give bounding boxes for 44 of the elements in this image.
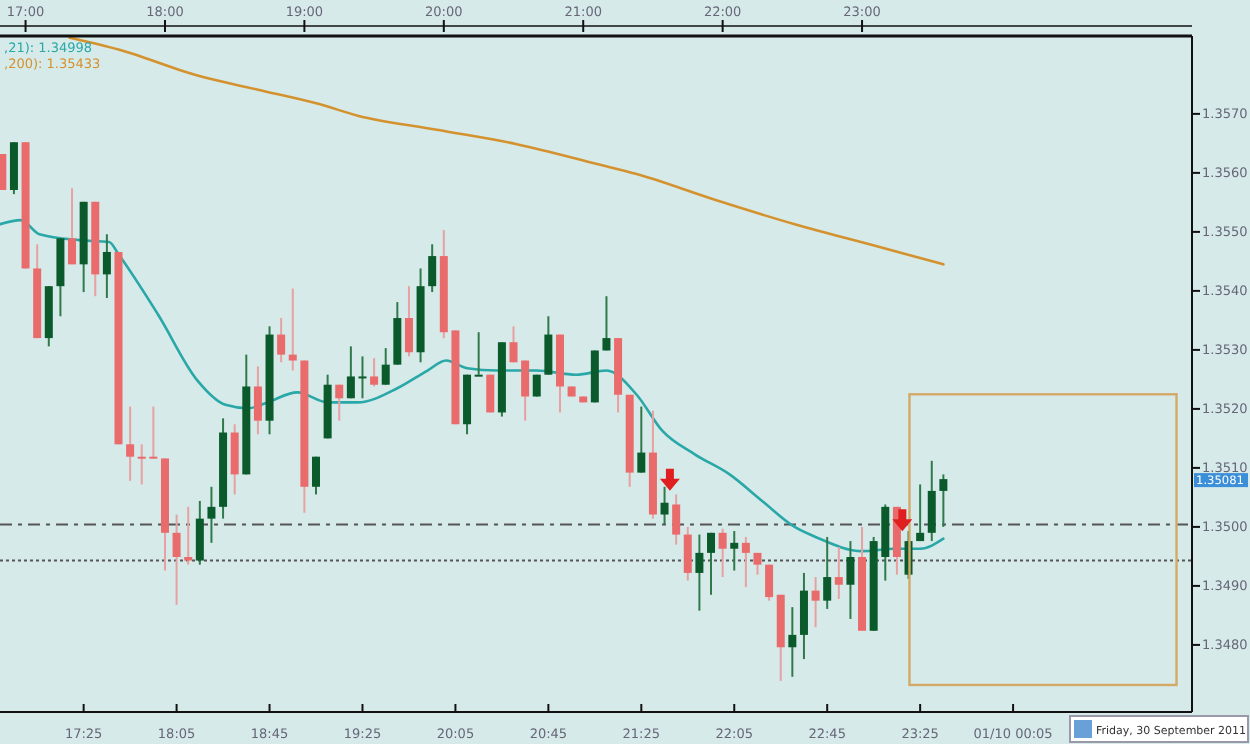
candlestick	[277, 317, 286, 364]
candlestick	[718, 527, 727, 579]
candlestick	[288, 287, 297, 372]
candlestick	[741, 535, 750, 589]
candlestick	[253, 365, 262, 436]
candlestick	[834, 545, 843, 600]
candlestick	[695, 533, 704, 612]
candlestick	[207, 485, 216, 544]
candlestick	[404, 285, 413, 358]
candlestick	[335, 383, 344, 422]
candlestick	[544, 315, 553, 376]
candlestick	[102, 233, 111, 299]
candlestick	[126, 405, 135, 482]
candlestick	[730, 530, 739, 572]
candlestick	[846, 540, 855, 620]
candlestick	[56, 237, 65, 318]
candlestick	[660, 485, 669, 526]
candlestick	[939, 473, 948, 528]
candlestick	[637, 405, 646, 474]
candlestick	[474, 331, 483, 377]
candlestick	[0, 154, 7, 190]
candlestick	[370, 357, 379, 388]
candlestick	[927, 459, 936, 543]
candlestick	[672, 493, 681, 546]
candlestick	[172, 513, 181, 606]
candlestick	[788, 606, 797, 678]
candlestick	[184, 505, 193, 566]
candlestick	[799, 571, 808, 661]
candlestick	[9, 141, 18, 196]
candlestick	[823, 535, 832, 610]
line-series	[0, 218, 945, 553]
candlestick	[916, 483, 925, 543]
candlestick	[683, 525, 692, 582]
candlestick	[68, 187, 77, 266]
candlestick	[707, 531, 716, 596]
candlestick	[811, 576, 820, 629]
candlestick	[195, 499, 204, 566]
candlestick	[765, 563, 774, 602]
candlestick	[428, 243, 437, 294]
candlestick	[393, 301, 402, 366]
candlestick	[230, 423, 239, 496]
candlestick	[602, 295, 611, 352]
candlestick	[312, 455, 321, 496]
candlestick	[381, 347, 390, 386]
